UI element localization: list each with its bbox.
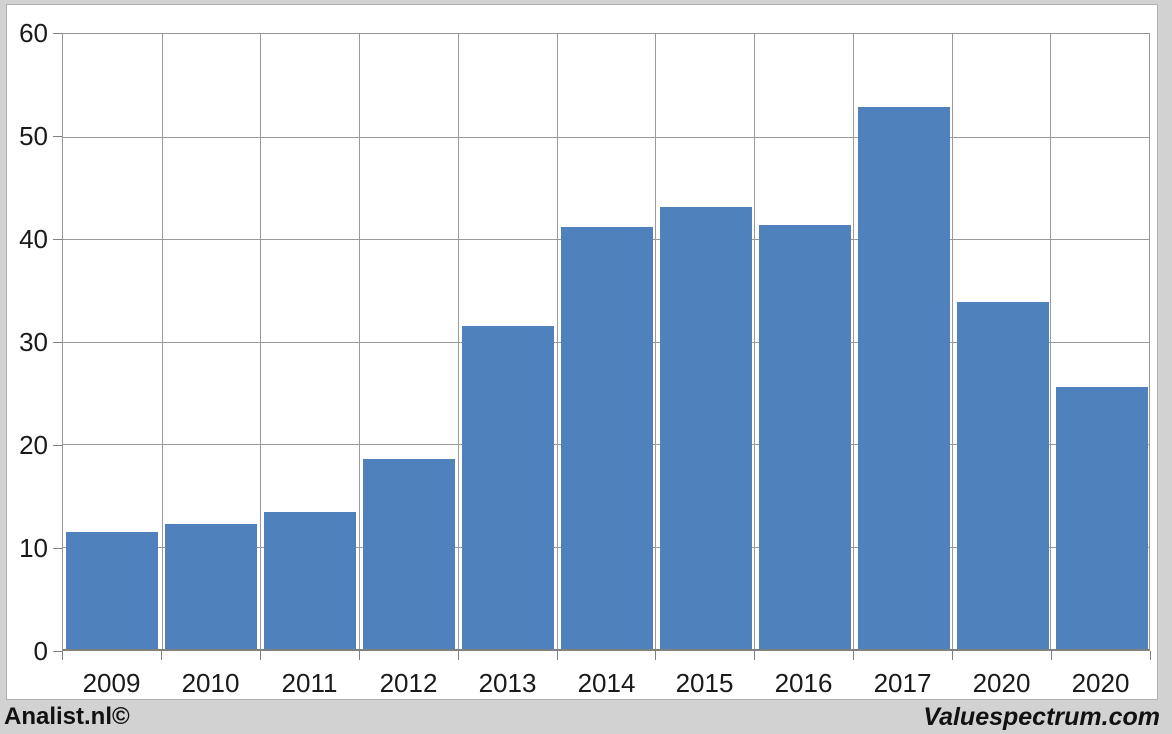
gridline-vertical <box>556 34 558 649</box>
x-tick-mark <box>1150 651 1151 660</box>
gridline-horizontal <box>63 136 1149 138</box>
y-tick-mark <box>53 33 62 34</box>
bar <box>165 523 257 649</box>
x-tick-label: 2013 <box>478 668 537 698</box>
bar <box>561 226 653 649</box>
y-tick-mark <box>53 239 62 240</box>
x-tick-label: 2020 <box>1071 668 1130 698</box>
y-tick-mark <box>53 548 62 549</box>
plot-layers <box>63 34 1149 649</box>
x-tick-label: 2009 <box>82 668 141 698</box>
y-tick-label: 10 <box>19 533 48 563</box>
footer-band: Analist.nl© Valuespectrum.com <box>0 702 1172 734</box>
gridline-vertical <box>852 34 854 649</box>
gridline-vertical <box>754 34 756 649</box>
bar <box>264 511 356 649</box>
x-tick-mark <box>557 651 558 660</box>
bar <box>660 207 752 649</box>
x-tick-mark <box>260 651 261 660</box>
gridline-vertical <box>1050 34 1052 649</box>
y-tick-label: 50 <box>19 121 48 151</box>
x-tick-label: 2011 <box>281 668 338 698</box>
gridline-vertical <box>260 34 262 649</box>
bar <box>957 301 1049 649</box>
y-tick-label: 40 <box>19 224 48 254</box>
gridline-vertical <box>951 34 953 649</box>
y-tick-label: 30 <box>19 327 48 357</box>
x-tick-label: 2017 <box>873 668 932 698</box>
bar <box>462 326 554 649</box>
bar <box>66 532 158 649</box>
gridline-vertical <box>359 34 361 649</box>
brand-valuespectrum: Valuespectrum.com <box>923 703 1160 731</box>
x-tick-mark <box>62 651 63 660</box>
gridline-vertical <box>655 34 657 649</box>
x-tick-label: 2020 <box>972 668 1031 698</box>
y-tick-label: 0 <box>33 636 48 666</box>
y-tick-mark <box>53 136 62 137</box>
y-tick-label: 60 <box>19 18 48 48</box>
bar <box>363 459 455 649</box>
bar <box>858 106 950 649</box>
x-tick-mark <box>754 651 755 660</box>
gridline-vertical <box>161 34 163 649</box>
x-tick-label: 2016 <box>774 668 833 698</box>
x-tick-mark <box>655 651 656 660</box>
x-tick-mark <box>359 651 360 660</box>
plot-area <box>62 33 1150 651</box>
y-tick-mark <box>53 651 62 652</box>
x-tick-mark <box>952 651 953 660</box>
y-tick-label: 20 <box>19 430 48 460</box>
brand-analist: Analist.nl© <box>4 703 130 730</box>
y-tick-mark <box>53 342 62 343</box>
y-tick-mark <box>53 445 62 446</box>
bar <box>1056 386 1148 649</box>
x-tick-mark <box>1051 651 1052 660</box>
gridline-vertical <box>457 34 459 649</box>
x-tick-mark <box>161 651 162 660</box>
x-tick-label: 2010 <box>181 668 240 698</box>
x-tick-mark <box>458 651 459 660</box>
x-tick-label: 2015 <box>675 668 734 698</box>
bar <box>759 224 851 649</box>
x-tick-label: 2014 <box>577 668 636 698</box>
x-tick-mark <box>853 651 854 660</box>
x-tick-label: 2012 <box>379 668 438 698</box>
